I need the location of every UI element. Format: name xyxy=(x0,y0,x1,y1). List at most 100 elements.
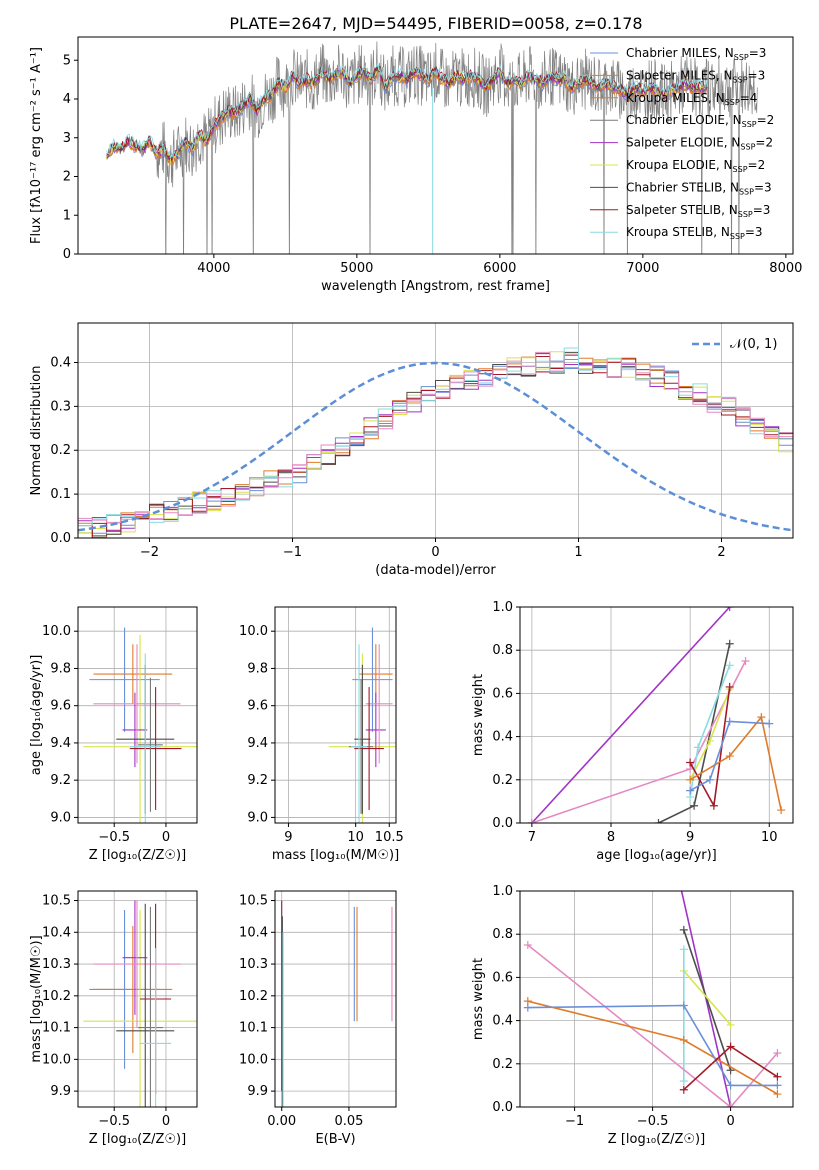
axes-frame xyxy=(77,36,794,255)
y-tick-label: 0.0 xyxy=(50,531,71,546)
x-tick-label: 1 xyxy=(574,545,582,560)
x-tick-label: 10 xyxy=(761,830,778,845)
y-tick-label: 5 xyxy=(63,53,71,68)
y-axis-label: mass weight xyxy=(471,674,486,756)
weight-marker xyxy=(757,713,766,722)
axes-frame xyxy=(274,606,397,824)
weight-marker xyxy=(675,876,683,884)
weight-marker xyxy=(705,736,714,745)
legend-sub: SSP xyxy=(733,75,748,84)
x-tick-label: 9 xyxy=(284,830,292,845)
x-axis-label: (data-model)/error xyxy=(375,563,496,578)
legend-label: Chabrier STELIB, NSSP=3 xyxy=(626,180,772,196)
weight-marker xyxy=(773,1081,782,1090)
x-tick-label: 8 xyxy=(607,830,615,845)
errorbar-point xyxy=(93,644,181,764)
y-tick-label: 0.3 xyxy=(50,399,71,414)
legend-label: 𝒩(0, 1) xyxy=(730,337,777,352)
weight-line xyxy=(689,715,782,811)
weight-marker xyxy=(709,801,718,810)
errorbar-point xyxy=(129,653,161,823)
y-tick-label: 9.2 xyxy=(247,773,268,788)
legend-label: Chabrier ELODIE, NSSP=2 xyxy=(626,113,774,129)
x-tick-label: 0 xyxy=(726,1114,734,1129)
errorbar-point xyxy=(122,900,148,1015)
axes-weight-z: −1 −0.5 0 0.0 0.2 0.4 0.6 0.8 1.0 Z [log₁₀(Z/Z☉)]… xyxy=(471,876,794,1147)
y-tick-label: 9.0 xyxy=(50,810,71,825)
legend-label: Kroupa ELODIE, NSSP=2 xyxy=(626,158,765,174)
y-tick-label: 1 xyxy=(63,208,71,223)
plot-area xyxy=(281,900,393,1107)
weight-line xyxy=(527,1004,778,1087)
legend-label: Chabrier MILES, NSSP=3 xyxy=(626,46,766,62)
axes-frame xyxy=(274,890,397,1108)
legend-val: =3 xyxy=(749,46,767,60)
axes-weight-age: 7 8 9 10 0.0 0.2 0.4 0.6 0.8 1.0 age [log₁₀(age/yr… xyxy=(471,600,794,863)
y-axis-label: Normed distribution xyxy=(29,366,44,496)
legend-label: Kroupa MILES, NSSP=4 xyxy=(626,91,757,107)
weight-marker xyxy=(679,1001,688,1010)
weight-marker xyxy=(686,786,695,795)
y-tick-label: 10.2 xyxy=(42,989,71,1004)
legend-val: =3 xyxy=(748,68,766,82)
y-tick-label: 10.0 xyxy=(239,1052,268,1067)
x-tick-label: 10 xyxy=(347,830,364,845)
y-tick-label: 0.6 xyxy=(492,970,513,985)
x-tick-label: 10.5 xyxy=(375,830,404,845)
errorbar-point xyxy=(116,903,175,1107)
y-tick-label: 1.0 xyxy=(492,884,513,899)
errorbar-point xyxy=(122,692,148,768)
y-tick-label: 0.1 xyxy=(50,487,71,502)
weight-line xyxy=(531,607,731,823)
legend-sub: SSP xyxy=(738,210,753,219)
y-tick-label: 10.5 xyxy=(239,894,268,909)
errorbar-point xyxy=(129,687,182,810)
axes-frame xyxy=(77,606,198,824)
y-tick-label: 10.1 xyxy=(239,1021,268,1036)
legend-label: Salpeter STELIB, NSSP=3 xyxy=(626,203,770,219)
y-tick-label: 10.1 xyxy=(42,1021,71,1036)
legend-sub: SSP xyxy=(739,187,754,196)
legend-sub: SSP xyxy=(730,232,745,241)
weight-marker xyxy=(679,945,688,954)
model-spectrum-line xyxy=(106,65,708,162)
residual-histogram-step xyxy=(78,351,793,523)
weight-marker xyxy=(679,925,688,934)
weight-marker xyxy=(654,819,663,823)
axes-frame xyxy=(77,890,198,1108)
x-tick-label: 8000 xyxy=(769,261,802,276)
weight-marker xyxy=(765,719,774,728)
legend-label: Salpeter MILES, NSSP=3 xyxy=(626,68,765,84)
weight-marker xyxy=(773,1072,782,1081)
y-tick-label: 0.6 xyxy=(492,686,513,701)
y-tick-label: 0.0 xyxy=(492,1100,513,1115)
y-tick-label: 9.9 xyxy=(50,1084,71,1099)
y-axis-label: mass [log₁₀(M/M☉)] xyxy=(29,935,44,1062)
weight-marker xyxy=(725,661,734,670)
plot-area xyxy=(106,41,758,254)
y-tick-label: 9.6 xyxy=(247,699,268,714)
x-axis-label: Z [log₁₀(Z/Z☉)] xyxy=(89,1132,186,1147)
errorbar-point xyxy=(93,900,181,1028)
x-tick-label: −0.5 xyxy=(637,1114,669,1129)
y-tick-label: 9.8 xyxy=(247,661,268,676)
weight-marker xyxy=(523,941,532,949)
axes-residuals: −2 −1 0 1 2 0.0 0.1 0.2 0.3 0.4 (data-model)/error… xyxy=(29,322,794,578)
y-tick-label: 4 xyxy=(63,92,71,107)
weight-marker xyxy=(690,801,699,810)
x-tick-label: −1 xyxy=(283,545,302,560)
axes-ebv-mass: 0.00 0.05 9.9 10.0 10.1 10.2 10.3 10.4 10.5 E(B-V… xyxy=(239,890,397,1147)
legend-val: =3 xyxy=(754,180,772,194)
x-tick-label: 9 xyxy=(686,830,694,845)
gaussian-reference-line xyxy=(78,361,793,532)
weight-marker xyxy=(679,1077,688,1086)
y-tick-label: 9.8 xyxy=(50,661,71,676)
y-tick-label: 9.4 xyxy=(247,736,268,751)
weight-marker xyxy=(726,1020,735,1029)
errorbar-point xyxy=(352,627,393,732)
y-tick-label: 1.0 xyxy=(492,600,513,615)
legend-label: Salpeter ELODIE, NSSP=2 xyxy=(626,136,773,152)
y-tick-label: 10.4 xyxy=(239,925,268,940)
weight-line xyxy=(527,944,779,1107)
legend-sub: SSP xyxy=(733,165,748,174)
